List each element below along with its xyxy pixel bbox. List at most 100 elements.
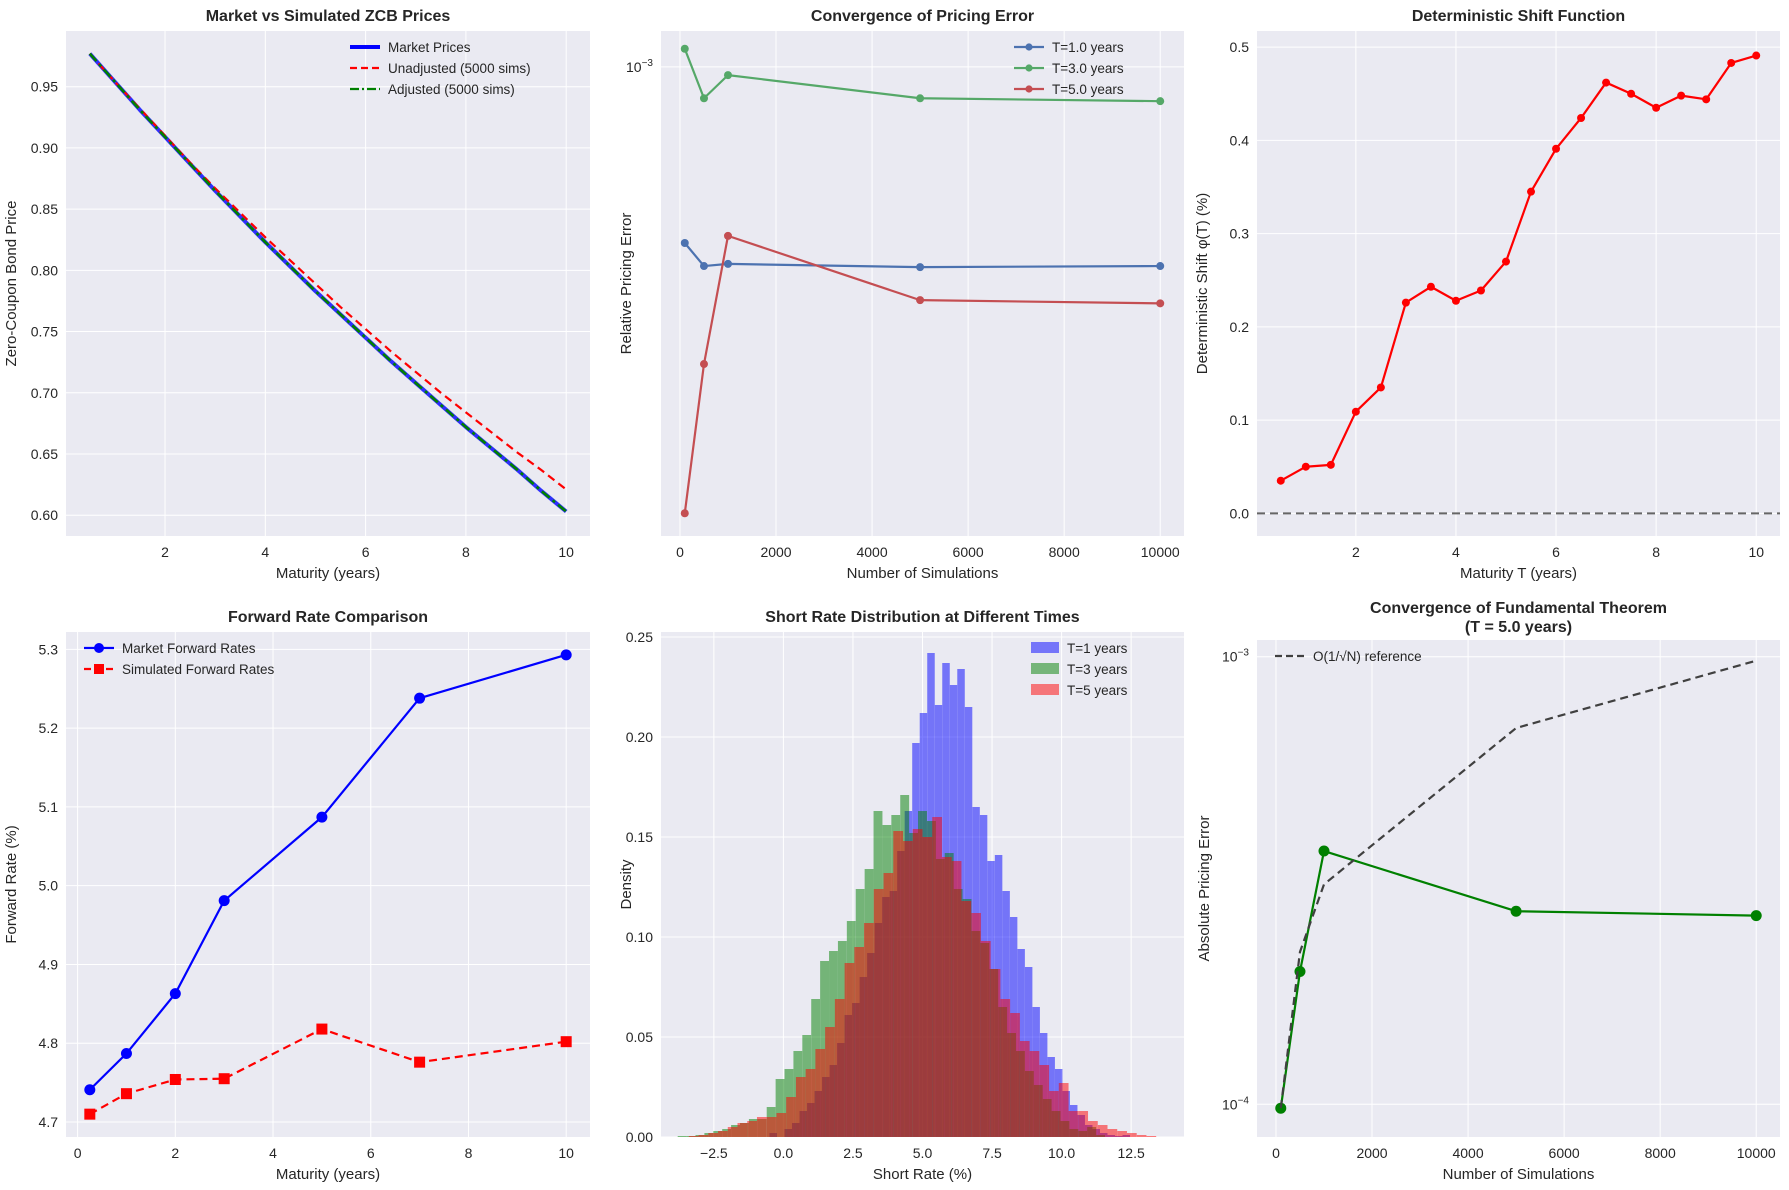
y-tick-label: 10−3 (1222, 648, 1249, 665)
plot-marks (1275, 659, 1762, 1114)
legend-label: Unadjusted (5000 sims) (388, 61, 531, 76)
histogram-bar (961, 901, 972, 1137)
chart-title: Market vs Simulated ZCB Prices (206, 8, 451, 25)
histogram-bar (854, 947, 865, 1137)
histogram-series-3 (688, 817, 1157, 1137)
data-point (1426, 282, 1435, 291)
data-point (1677, 91, 1686, 100)
histogram-bar (1146, 1136, 1157, 1137)
plot-marks (680, 44, 1165, 518)
x-tick-label: 0 (1272, 1145, 1280, 1161)
y-tick-label: 0.25 (626, 629, 653, 645)
legend-label: T=3 years (1067, 662, 1128, 677)
data-point (1510, 905, 1522, 917)
x-axis-label: Maturity (years) (276, 1166, 380, 1183)
chart-pricing-error-convergence: 0 2000 4000 6000 8000 10000 10−3 Convergence of… (618, 8, 1184, 582)
x-tick-label: 8 (465, 1145, 473, 1161)
chart-fundamental-theorem-convergence: 0 2000 4000 6000 8000 10000 10−4 10−3 Convergenc… (1196, 600, 1780, 1183)
legend-label: T=5 years (1067, 683, 1128, 698)
legend-swatch (1031, 684, 1059, 695)
chart-title: Convergence of Fundamental Theorem (1370, 600, 1667, 617)
legend: T=1 years T=3 years T=5 years (1031, 641, 1128, 698)
x-tick-label: 8000 (1049, 544, 1080, 560)
legend-label: O(1/√N) reference (1313, 649, 1422, 664)
legend-label: Market Forward Rates (122, 641, 256, 656)
histogram-bar (1136, 1135, 1147, 1137)
y-tick-label: 0.2 (1230, 319, 1250, 335)
x-tick-label: 8 (1652, 544, 1660, 560)
data-point (1451, 296, 1460, 305)
data-point (1351, 407, 1360, 416)
data-point (169, 988, 181, 1000)
data-point (1577, 113, 1586, 122)
histogram-bar (1117, 1131, 1127, 1137)
y-axis-label: Zero-Coupon Bond Price (3, 201, 20, 367)
histogram-bar (795, 1077, 806, 1137)
histogram-bar (980, 941, 991, 1137)
chart-title: Convergence of Pricing Error (811, 8, 1034, 25)
data-point (723, 259, 732, 268)
histogram-bar (912, 829, 923, 1137)
plot-area (66, 31, 590, 536)
data-point (916, 296, 925, 305)
x-axis-label: Number of Simulations (847, 565, 999, 582)
plot-area (661, 31, 1184, 536)
data-point (699, 262, 708, 271)
y-axis-label: Density (618, 859, 635, 910)
data-point (120, 1047, 132, 1059)
histogram-bar (834, 999, 845, 1137)
x-axis-label: Maturity (years) (276, 565, 380, 582)
legend-marker (1025, 85, 1033, 93)
histogram-bar (864, 923, 874, 1137)
x-tick-label: 2000 (1356, 1145, 1387, 1161)
histogram-bar (1126, 1133, 1137, 1137)
y-axis-label: Deterministic Shift φ(T) (%) (1194, 193, 1211, 374)
data-point (84, 1108, 96, 1120)
y-tick-label: 0.95 (31, 79, 58, 95)
data-point (1476, 286, 1485, 295)
chart-title: Deterministic Shift Function (1412, 8, 1625, 25)
histogram-bar (786, 1097, 796, 1137)
histogram-bar (941, 857, 952, 1137)
data-point (680, 239, 689, 248)
chart-title: Short Rate Distribution at Different Tim… (765, 609, 1080, 626)
x-tick-label: 0.0 (774, 1145, 794, 1161)
series-line-3 (88, 52, 568, 513)
legend: O(1/√N) reference (1275, 649, 1422, 664)
histogram-bar (1010, 1013, 1020, 1137)
data-point (723, 71, 732, 80)
y-tick-label: 0.5 (1230, 39, 1250, 55)
data-point (316, 1023, 328, 1035)
legend-swatch (1031, 663, 1059, 674)
histogram-bar (932, 817, 942, 1137)
histogram-bar (756, 1117, 767, 1137)
data-point (1156, 299, 1165, 308)
data-point (120, 1088, 132, 1100)
y-tick-label: 0.60 (31, 507, 58, 523)
legend: T=1.0 years T=3.0 years T=5.0 years (1014, 40, 1124, 97)
y-tick-label: 4.9 (39, 956, 59, 972)
data-point (218, 895, 230, 907)
histogram-bar (1107, 1129, 1118, 1137)
plot-marks (677, 653, 1157, 1137)
legend-marker (1025, 43, 1033, 51)
data-point (414, 692, 426, 704)
x-tick-label: 2.5 (843, 1145, 863, 1161)
x-axis-label: Number of Simulations (1443, 1166, 1595, 1183)
series-line-2 (88, 52, 567, 491)
data-point (680, 44, 689, 53)
plot-marks (84, 649, 572, 1120)
histogram-bar (844, 963, 855, 1137)
x-tick-label: 5.0 (913, 1145, 933, 1161)
legend-marker (94, 643, 104, 653)
y-tick-label: 5.0 (39, 878, 59, 894)
data-point (1750, 910, 1762, 922)
data-point (218, 1073, 230, 1085)
x-tick-label: 6 (362, 544, 370, 560)
x-tick-label: 7.5 (982, 1145, 1002, 1161)
y-tick-label: 0.10 (626, 929, 653, 945)
plot-area (1257, 640, 1780, 1137)
legend-label: T=1.0 years (1052, 40, 1124, 55)
histogram-bar (893, 831, 904, 1137)
legend: Market Forward Rates Simulated Forward Ra… (84, 641, 275, 677)
